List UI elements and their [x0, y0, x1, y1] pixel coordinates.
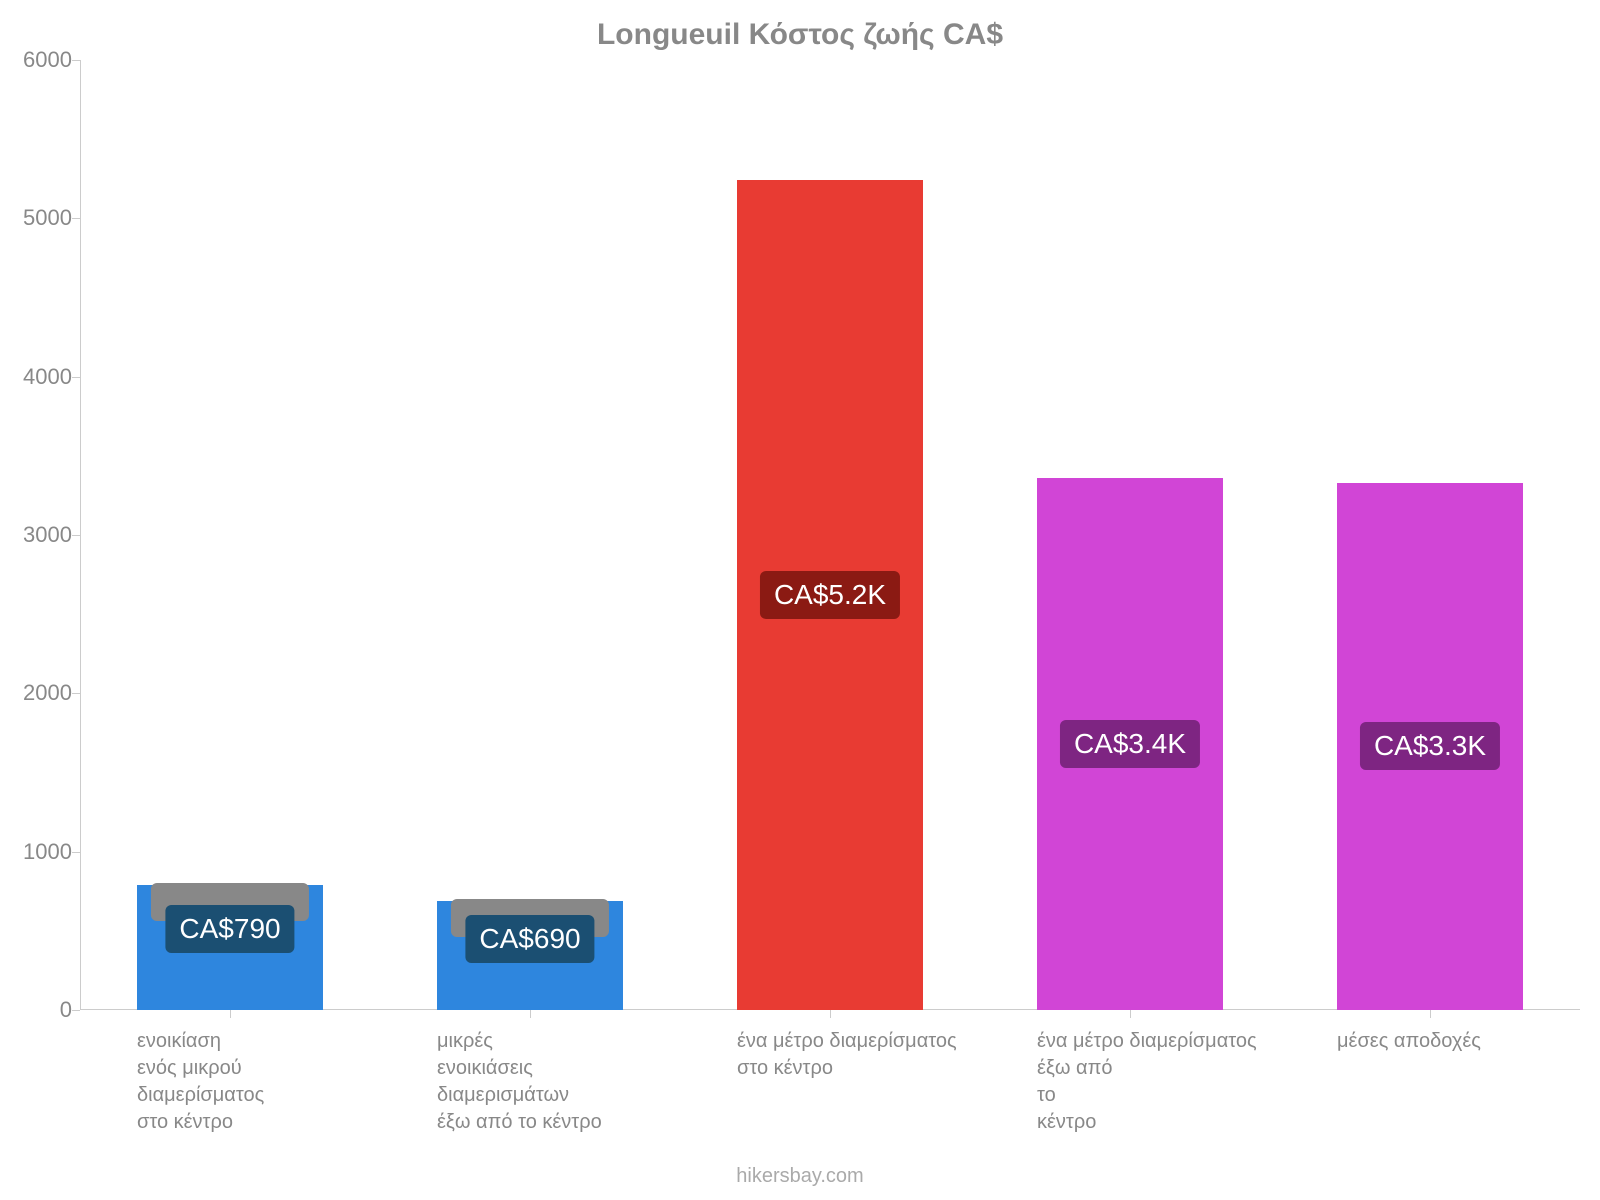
y-tick-label: 4000 [2, 364, 72, 390]
bar: CA$790 [137, 885, 323, 1010]
bar-value-label: CA$790 [165, 905, 294, 953]
x-axis-label: ένα μέτρο διαμερίσματοςέξω απότοκέντρο [1037, 1028, 1322, 1136]
bar-value-label: CA$3.3K [1360, 722, 1500, 770]
x-axis-label: μικρέςενοικιάσειςδιαμερισμάτωνέξω από το… [437, 1028, 722, 1136]
y-tick-label: 5000 [2, 205, 72, 231]
y-tick [72, 535, 80, 536]
x-axis-label: ένα μέτρο διαμερίσματοςστο κέντρο [737, 1028, 1022, 1082]
bar: CA$690 [437, 901, 623, 1010]
y-tick [72, 693, 80, 694]
x-tick [1430, 1010, 1431, 1018]
x-axis-label: ενοικίασηενός μικρούδιαμερίσματοςστο κέν… [137, 1028, 422, 1136]
y-tick-label: 2000 [2, 680, 72, 706]
bar-value-label: CA$3.4K [1060, 720, 1200, 768]
bar: CA$3.3K [1337, 483, 1523, 1010]
y-tick [72, 377, 80, 378]
chart-container: Longueuil Κόστος ζωής CA$ 0 1000 2000 3000 4… [0, 0, 1600, 1200]
y-tick-label: 0 [2, 997, 72, 1023]
attribution: hikersbay.com [0, 1165, 1600, 1188]
y-tick [72, 60, 80, 61]
bar: CA$3.4K [1037, 478, 1223, 1010]
bar-value-label: CA$5.2K [760, 571, 900, 619]
y-tick-label: 6000 [2, 47, 72, 73]
x-tick [1130, 1010, 1131, 1018]
y-tick-label: 1000 [2, 839, 72, 865]
y-tick [72, 852, 80, 853]
x-tick [230, 1010, 231, 1018]
y-tick-label: 3000 [2, 522, 72, 548]
x-tick [530, 1010, 531, 1018]
x-tick [830, 1010, 831, 1018]
y-axis-line [80, 60, 81, 1010]
chart-title: Longueuil Κόστος ζωής CA$ [0, 18, 1600, 52]
x-axis-label: μέσες αποδοχές [1337, 1028, 1600, 1055]
y-tick [72, 218, 80, 219]
bar: CA$5.2K [737, 180, 923, 1010]
plot-area: 0100020003000400050006000CA$790CA$690CA$… [80, 60, 1580, 1010]
x-axis-labels: ενοικίασηενός μικρούδιαμερίσματοςστο κέν… [80, 1020, 1580, 1160]
bar-value-label: CA$690 [465, 915, 594, 963]
y-tick [72, 1010, 80, 1011]
